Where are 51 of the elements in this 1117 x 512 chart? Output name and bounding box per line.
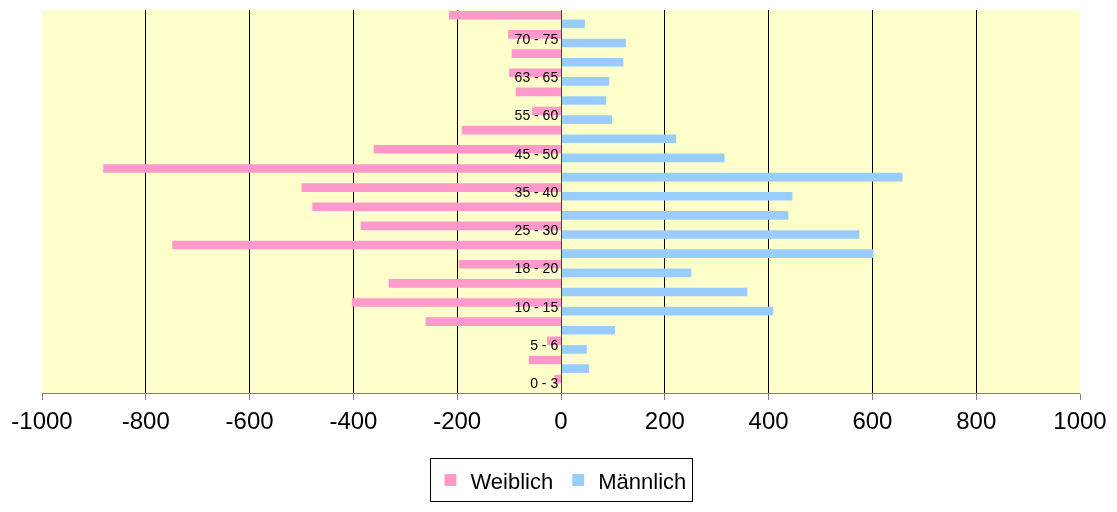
bar	[515, 87, 561, 97]
bar	[561, 191, 793, 201]
bar	[561, 249, 874, 258]
y-tick-label: 45 - 50	[514, 145, 559, 162]
x-tick-label: 400	[748, 406, 789, 434]
bar	[448, 10, 561, 20]
bar	[561, 364, 590, 373]
y-tick-label: 10 - 15	[514, 298, 559, 315]
y-tick-label: 55 - 60	[514, 107, 559, 124]
bar	[461, 125, 561, 135]
y-tick-label: 5 - 6	[530, 337, 559, 354]
y-tick-label: 63 - 65	[514, 68, 559, 85]
legend-label: Weiblich	[470, 468, 554, 494]
x-tick-label: 200	[644, 406, 685, 434]
y-tick-label: 0 - 3	[530, 375, 559, 392]
bar	[561, 38, 626, 48]
bar	[561, 268, 692, 278]
y-tick-label: 70 - 75	[514, 30, 559, 47]
y-tick-label: 35 - 40	[514, 183, 559, 200]
bar	[561, 57, 624, 67]
bar	[312, 202, 561, 212]
y-tick-label: 25 - 30	[514, 222, 559, 239]
bar	[561, 230, 860, 239]
bar	[561, 345, 587, 354]
bar	[172, 240, 561, 250]
bar	[561, 287, 748, 297]
x-tick-label: -800	[121, 406, 170, 434]
bar	[561, 77, 610, 86]
y-tick-label: 18 - 20	[514, 260, 559, 277]
bar	[511, 49, 561, 58]
x-tick-label: 600	[852, 406, 893, 434]
legend-label: Männlich	[598, 468, 687, 494]
bar	[388, 279, 561, 288]
bar	[561, 325, 615, 335]
x-tick-label: -600	[225, 406, 274, 434]
bar	[561, 134, 677, 144]
x-tick-label: -400	[329, 406, 378, 434]
bar	[561, 211, 789, 220]
x-tick-label: 800	[956, 406, 997, 434]
bar	[561, 172, 903, 182]
x-tick-label: -1000	[11, 406, 73, 434]
bar	[561, 153, 725, 163]
x-tick-label: 1000	[1053, 406, 1107, 434]
bar	[528, 355, 561, 365]
x-tick-label: 0	[554, 406, 568, 434]
bar	[561, 306, 774, 316]
bar	[561, 96, 607, 105]
bar	[425, 317, 561, 326]
bar	[561, 115, 612, 124]
bar	[103, 164, 561, 173]
x-tick-label: -200	[433, 406, 482, 434]
